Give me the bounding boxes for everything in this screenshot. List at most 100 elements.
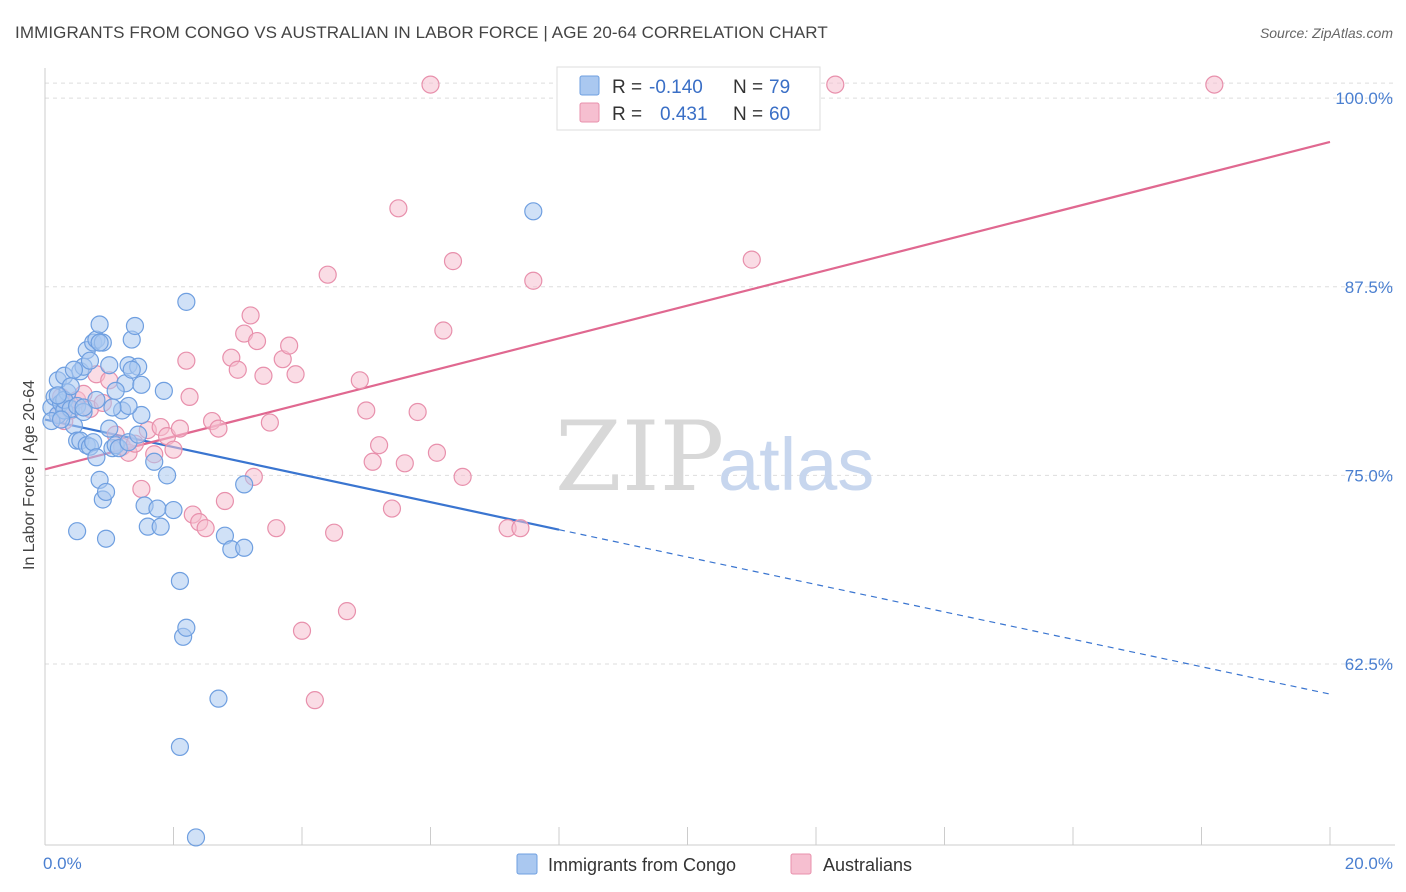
x-tick-labels: 0.0% 20.0% <box>43 854 1393 873</box>
trend-line-congo-extrapolated <box>558 529 1331 695</box>
point-australians <box>280 336 299 355</box>
point-australians <box>742 250 761 269</box>
point-congo <box>106 381 125 400</box>
point-australians <box>260 413 279 432</box>
legend-swatch-blue <box>579 75 600 96</box>
point-congo <box>209 689 228 708</box>
point-australians <box>524 271 543 290</box>
point-australians <box>427 443 447 462</box>
point-congo <box>132 405 151 425</box>
point-congo <box>90 315 109 334</box>
point-australians <box>170 419 190 438</box>
point-congo <box>524 202 543 221</box>
point-australians <box>228 360 247 379</box>
y-tick-label: 100.0% <box>1335 89 1393 108</box>
point-australians <box>164 440 183 459</box>
point-congo <box>129 425 148 444</box>
point-australians <box>247 331 267 351</box>
point-congo <box>87 448 106 467</box>
bottom-legend-swatch-blue <box>516 853 538 875</box>
point-australians <box>421 75 440 94</box>
watermark: ZIP atlas <box>555 401 874 513</box>
point-australians <box>382 499 402 518</box>
point-congo <box>145 452 164 471</box>
point-australians <box>453 467 472 486</box>
point-congo <box>235 538 254 557</box>
legend-n-label-blue: N = <box>733 77 763 98</box>
point-australians <box>254 366 273 385</box>
point-congo <box>122 360 141 379</box>
point-congo <box>84 433 103 452</box>
point-congo <box>132 375 151 394</box>
point-australians <box>370 436 389 455</box>
x-tick-label-max: 20.0% <box>1345 854 1393 873</box>
point-congo <box>80 351 100 370</box>
point-congo <box>87 390 106 410</box>
legend-r-value-blue: -0.140 <box>649 77 703 98</box>
point-congo <box>103 398 122 417</box>
point-australians <box>292 621 312 640</box>
point-congo <box>96 529 116 548</box>
y-axis-label: In Labor Force | Age 20-64 <box>21 380 38 570</box>
chart-source: Source: ZipAtlas.com <box>1260 25 1393 41</box>
legend-r-value-pink: 0.431 <box>660 104 708 125</box>
legend-r-label-pink: R = <box>612 104 642 125</box>
point-congo <box>177 618 196 637</box>
point-congo <box>177 292 196 311</box>
point-congo <box>151 517 170 536</box>
point-australians <box>1205 75 1224 94</box>
point-australians <box>395 454 414 473</box>
point-congo <box>48 386 67 405</box>
legend-frame <box>556 66 821 131</box>
point-australians <box>357 401 376 420</box>
trend-line-australians <box>44 140 1331 471</box>
point-australians <box>337 602 357 621</box>
y-tick-label: 87.5% <box>1345 278 1393 297</box>
scatter-points <box>42 75 1224 847</box>
point-congo <box>186 828 206 847</box>
point-congo <box>64 360 84 379</box>
point-australians <box>177 351 196 370</box>
point-congo <box>125 316 145 336</box>
y-tick-label: 62.5% <box>1345 655 1393 674</box>
bottom-legend-label-blue: Immigrants from Congo <box>548 855 736 875</box>
point-australians <box>241 306 260 325</box>
legend-swatch-pink <box>579 102 600 123</box>
watermark-atlas: atlas <box>718 423 874 506</box>
bottom-legend-label-pink: Australians <box>823 855 912 875</box>
y-tick-label: 75.0% <box>1345 466 1393 485</box>
x-tick-label-min: 0.0% <box>43 854 82 873</box>
point-australians <box>318 265 337 284</box>
point-australians <box>305 691 324 710</box>
bottom-legend: Immigrants from Congo Australians <box>516 853 912 875</box>
point-congo <box>170 571 190 591</box>
legend-n-label-pink: N = <box>733 104 763 125</box>
point-australians <box>434 321 453 340</box>
point-australians <box>443 252 463 271</box>
point-australians <box>209 419 228 438</box>
point-congo <box>119 396 138 416</box>
axes <box>44 68 1395 846</box>
point-congo <box>68 522 87 541</box>
point-australians <box>389 199 408 218</box>
legend-n-value-pink: 60 <box>769 104 790 125</box>
point-australians <box>180 387 199 407</box>
y-tick-labels: 62.5% 75.0% 87.5% 100.0% <box>1335 89 1393 674</box>
point-congo <box>90 333 109 352</box>
legend-n-value-blue: 79 <box>769 77 790 98</box>
point-congo <box>100 419 119 438</box>
point-australians <box>267 519 286 538</box>
gridlines <box>45 82 1395 665</box>
point-australians <box>826 75 845 94</box>
bottom-legend-swatch-pink <box>790 853 812 875</box>
point-australians <box>511 519 530 538</box>
point-congo <box>100 356 119 375</box>
point-congo <box>157 466 177 485</box>
point-congo <box>235 475 254 494</box>
point-congo <box>164 500 183 520</box>
point-congo <box>51 410 71 429</box>
watermark-zip: ZIP <box>555 401 724 513</box>
point-congo <box>96 482 116 502</box>
point-australians <box>350 371 369 390</box>
legend-box: R = -0.140 N = 79 R = 0.431 N = 60 <box>556 66 821 131</box>
